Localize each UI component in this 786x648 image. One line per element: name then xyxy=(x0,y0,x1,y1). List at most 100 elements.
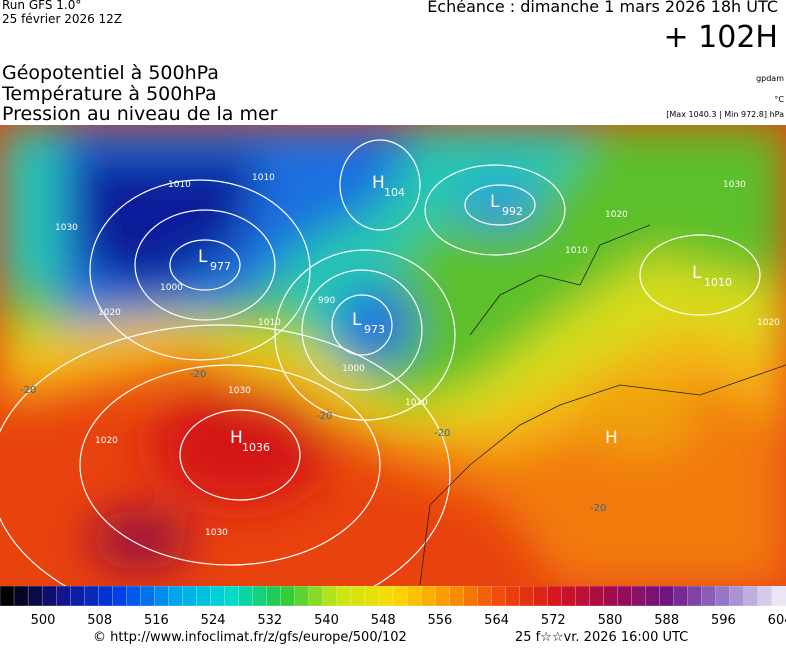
swatch xyxy=(715,586,731,607)
isobar-label: 1010 xyxy=(565,246,588,256)
colorbar-label: 532 xyxy=(257,613,282,628)
swatch xyxy=(140,586,156,607)
isobar-label: 1030 xyxy=(55,223,78,233)
center-letter: H xyxy=(372,173,385,193)
swatch xyxy=(280,586,296,607)
temperature-label: -20 xyxy=(590,503,606,514)
colorbar-label: 596 xyxy=(711,613,736,628)
swatch xyxy=(182,586,198,607)
swatch xyxy=(673,586,689,607)
swatch xyxy=(168,586,184,607)
swatch xyxy=(294,586,310,607)
swatch xyxy=(519,586,535,607)
swatch xyxy=(210,586,226,607)
isobar-label: 1010 xyxy=(252,173,275,183)
isobar-label: 1020 xyxy=(757,318,780,328)
swatch xyxy=(533,586,549,607)
layer: Géopotentiel à 500hPa xyxy=(2,62,219,84)
isobar-label: 1030 xyxy=(205,528,228,538)
unit: gpdam xyxy=(756,74,784,83)
swatch xyxy=(463,586,478,607)
swatch xyxy=(771,586,786,607)
swatch xyxy=(224,586,240,607)
swatch xyxy=(336,586,352,607)
swatch xyxy=(364,586,380,607)
colorbar-label: 500 xyxy=(31,613,56,628)
swatch xyxy=(743,586,759,607)
swatch xyxy=(701,586,717,607)
swatch xyxy=(196,586,212,607)
swatch xyxy=(13,586,29,607)
swatch xyxy=(617,586,633,607)
swatch xyxy=(420,586,436,607)
swatch xyxy=(266,586,282,607)
temperature-label: -20 xyxy=(20,385,36,396)
center-value: 1010 xyxy=(704,276,732,289)
isobar-label: 1010 xyxy=(168,180,191,190)
swatch xyxy=(491,586,506,607)
center-value: 973 xyxy=(364,323,385,336)
swatch xyxy=(448,586,464,607)
swatch xyxy=(55,586,71,607)
center-letter: L xyxy=(198,247,208,267)
temperature-label: -20 xyxy=(190,369,206,380)
colorbar-label: 524 xyxy=(201,613,226,628)
swatch xyxy=(126,586,142,607)
isobar-label: 1000 xyxy=(160,283,183,293)
swatch xyxy=(406,586,422,607)
swatch xyxy=(547,586,563,607)
colorbar-label: 548 xyxy=(371,613,396,628)
run-date: 25 février 2026 12Z xyxy=(2,12,123,26)
swatch xyxy=(350,586,366,607)
swatch xyxy=(0,586,15,607)
layer: Pression au niveau de la mer xyxy=(2,103,278,125)
center-value: 977 xyxy=(210,260,231,273)
colorbar: 500 508 516 524 532 540 548 556 564 572 580 588 596 6… xyxy=(0,586,786,628)
isobar-label: 1020 xyxy=(95,436,118,446)
swatch xyxy=(603,586,619,607)
center-letter: H xyxy=(230,428,243,448)
swatch xyxy=(477,586,492,607)
swatch xyxy=(589,586,605,607)
isobar-label: 1010 xyxy=(405,398,428,408)
run: Run GFS 1.0° xyxy=(2,0,82,12)
center-letter: H xyxy=(605,428,618,448)
colorbar-label: 540 xyxy=(314,613,339,628)
swatch xyxy=(252,586,268,607)
swatch xyxy=(505,586,520,607)
source: © http://www.infoclimat.fr/z/gfs/europe/… xyxy=(93,630,407,645)
swatch xyxy=(238,586,254,607)
isobar-label: 1030 xyxy=(723,180,746,190)
swatch xyxy=(27,586,43,607)
colorbar-label: 572 xyxy=(541,613,566,628)
swatch xyxy=(659,586,675,607)
extremes: [Max 1040.3 | Min 972.8] hPa xyxy=(666,110,784,119)
colorbar-label: 556 xyxy=(427,613,452,628)
lead-time: + 102H xyxy=(663,20,779,55)
swatch xyxy=(729,586,745,607)
isobar-label: 1010 xyxy=(258,318,281,328)
swatch xyxy=(41,586,57,607)
colorbar-label: 564 xyxy=(484,613,509,628)
isobar-label: 1020 xyxy=(98,308,121,318)
swatch xyxy=(378,586,394,607)
center-letter: L xyxy=(352,310,362,330)
swatch xyxy=(112,586,127,607)
unit: °C xyxy=(774,95,784,104)
colorbar-label: 508 xyxy=(87,613,112,628)
swatch xyxy=(84,586,99,607)
temperature-label: -20 xyxy=(434,428,450,439)
isobar-label: 1020 xyxy=(605,210,628,220)
swatch xyxy=(70,586,85,607)
center-value: 992 xyxy=(502,205,523,218)
swatch xyxy=(308,586,324,607)
isobar-label: 1000 xyxy=(342,364,365,374)
temperature-label: -20 xyxy=(316,411,332,422)
swatch xyxy=(322,586,338,607)
layer: Température à 500hPa xyxy=(2,83,217,105)
isobar-label: 990 xyxy=(318,296,335,306)
center-value: 1036 xyxy=(242,441,270,454)
center-letter: L xyxy=(490,192,500,212)
